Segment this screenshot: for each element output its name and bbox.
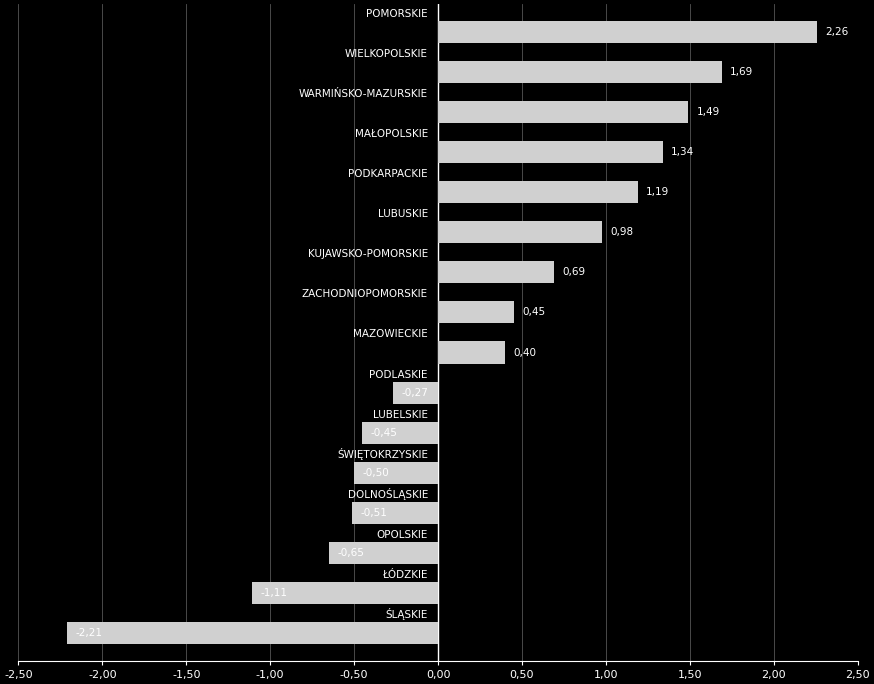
Text: WARMIŃSKO-MAZURSKIE: WARMIŃSKO-MAZURSKIE: [299, 89, 428, 99]
Bar: [438, 261, 554, 283]
Text: WIELKOPOLSKIE: WIELKOPOLSKIE: [345, 49, 428, 60]
Text: -0,51: -0,51: [361, 508, 388, 518]
Text: 1,49: 1,49: [697, 107, 719, 117]
Text: DOLNOŚLĄSKIE: DOLNOŚLĄSKIE: [348, 488, 428, 499]
Text: ZACHODNIOPOMORSKIE: ZACHODNIOPOMORSKIE: [302, 289, 428, 300]
Bar: [438, 101, 688, 123]
Text: PODLASKIE: PODLASKIE: [370, 369, 428, 380]
Text: 0,69: 0,69: [562, 267, 586, 278]
Text: 1,34: 1,34: [671, 147, 695, 157]
Bar: [438, 181, 638, 203]
Text: OPOLSKIE: OPOLSKIE: [377, 529, 428, 540]
Text: -0,65: -0,65: [337, 548, 364, 557]
Bar: [363, 421, 438, 444]
Text: PODKARPACKIE: PODKARPACKIE: [349, 170, 428, 179]
Text: -2,21: -2,21: [75, 628, 102, 637]
Text: 2,26: 2,26: [826, 27, 849, 37]
Text: LUBUSKIE: LUBUSKIE: [378, 209, 428, 220]
Text: 1,19: 1,19: [646, 187, 669, 198]
Bar: [252, 581, 438, 604]
Text: -0,27: -0,27: [401, 388, 428, 397]
Bar: [438, 341, 505, 363]
Bar: [392, 382, 438, 404]
Text: MAŁOPOLSKIE: MAŁOPOLSKIE: [355, 129, 428, 140]
Bar: [438, 222, 602, 244]
Text: 0,98: 0,98: [611, 227, 634, 237]
Bar: [352, 501, 438, 524]
Text: 0,45: 0,45: [522, 308, 545, 317]
Bar: [67, 622, 438, 644]
Text: ŚLĄSKIE: ŚLĄSKIE: [385, 608, 428, 620]
Text: -1,11: -1,11: [260, 588, 288, 598]
Bar: [329, 542, 438, 564]
Bar: [354, 462, 438, 484]
Bar: [438, 62, 722, 83]
Text: POMORSKIE: POMORSKIE: [366, 9, 428, 19]
Bar: [438, 302, 514, 324]
Text: LUBELSKIE: LUBELSKIE: [373, 410, 428, 419]
Text: -0,50: -0,50: [363, 468, 389, 477]
Bar: [438, 21, 817, 43]
Bar: [438, 142, 662, 163]
Text: -0,45: -0,45: [371, 428, 398, 438]
Text: MAZOWIECKIE: MAZOWIECKIE: [353, 330, 428, 339]
Text: ŁÓDZKIE: ŁÓDZKIE: [383, 570, 428, 580]
Text: ŚWIĘTOKRZYSKIE: ŚWIĘTOKRZYSKIE: [337, 447, 428, 460]
Text: 1,69: 1,69: [730, 67, 753, 77]
Text: 0,40: 0,40: [514, 347, 537, 358]
Text: KUJAWSKO-POMORSKIE: KUJAWSKO-POMORSKIE: [308, 250, 428, 259]
